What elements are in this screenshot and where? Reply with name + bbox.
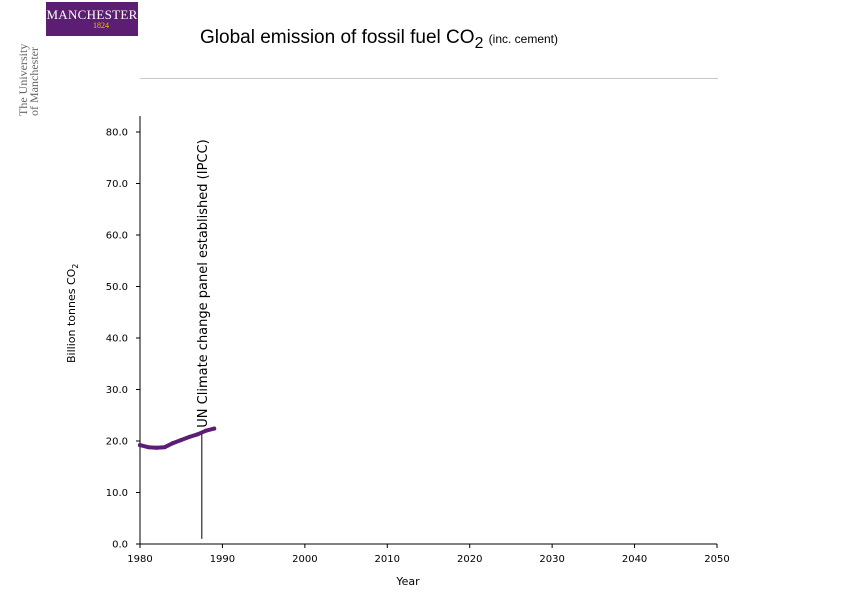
y-tick-label: 30.0 bbox=[106, 385, 128, 396]
y-tick-label: 40.0 bbox=[106, 334, 128, 345]
data-point bbox=[179, 437, 184, 442]
y-tick-label: 70.0 bbox=[106, 179, 128, 190]
x-tick-label: 2040 bbox=[622, 554, 647, 565]
x-tick-label: 2020 bbox=[457, 554, 482, 565]
x-tick-label: 1980 bbox=[127, 554, 152, 565]
data-point bbox=[203, 428, 208, 433]
y-axis-label-text: Billion tonnes CO bbox=[65, 268, 78, 363]
x-tick-label: 2000 bbox=[292, 554, 317, 565]
x-tick-label: 2010 bbox=[375, 554, 400, 565]
data-point bbox=[187, 434, 192, 439]
y-tick-label: 0.0 bbox=[112, 540, 128, 551]
series-line bbox=[138, 426, 217, 450]
x-tick-label: 2030 bbox=[539, 554, 564, 565]
logo-text: MANCHESTER bbox=[46, 7, 138, 22]
chart-title-suffix: (inc. cement) bbox=[488, 32, 559, 46]
y-tick-label: 20.0 bbox=[106, 437, 128, 448]
data-point bbox=[170, 441, 175, 446]
y-axis-label-subscript: 2 bbox=[71, 264, 80, 269]
chart-title-subscript: 2 bbox=[474, 34, 484, 52]
x-axis-label: Year bbox=[395, 575, 420, 588]
y-axis-label: Billion tonnes CO2 bbox=[65, 264, 80, 363]
data-point bbox=[146, 445, 151, 450]
manchester-logo: MANCHESTER 1824 bbox=[46, 2, 138, 36]
data-point bbox=[138, 443, 142, 448]
data-point bbox=[162, 445, 167, 450]
x-tick-label: 2050 bbox=[704, 554, 729, 565]
y-tick-label: 10.0 bbox=[106, 488, 128, 499]
x-tick-label: 1990 bbox=[210, 554, 235, 565]
data-point bbox=[212, 426, 217, 431]
chart-title-text: Global emission of fossil fuel CO bbox=[200, 27, 475, 48]
logo-year: 1824 bbox=[93, 21, 109, 30]
y-tick-label: 50.0 bbox=[106, 282, 128, 293]
data-point bbox=[154, 445, 159, 450]
chart-title: Global emission of fossil fuel CO2 (inc.… bbox=[200, 27, 558, 53]
annotation-label: UN Climate change panel established (IPC… bbox=[196, 139, 211, 427]
data-point bbox=[195, 432, 200, 437]
plot-area: 0.0 10.0 20.0 30.0 40.0 50.0 60.0 70.0 80.0 1980 1… bbox=[106, 116, 730, 565]
title-divider bbox=[140, 78, 718, 79]
y-tick-label: 60.0 bbox=[106, 231, 128, 242]
y-tick-label: 80.0 bbox=[106, 128, 128, 139]
